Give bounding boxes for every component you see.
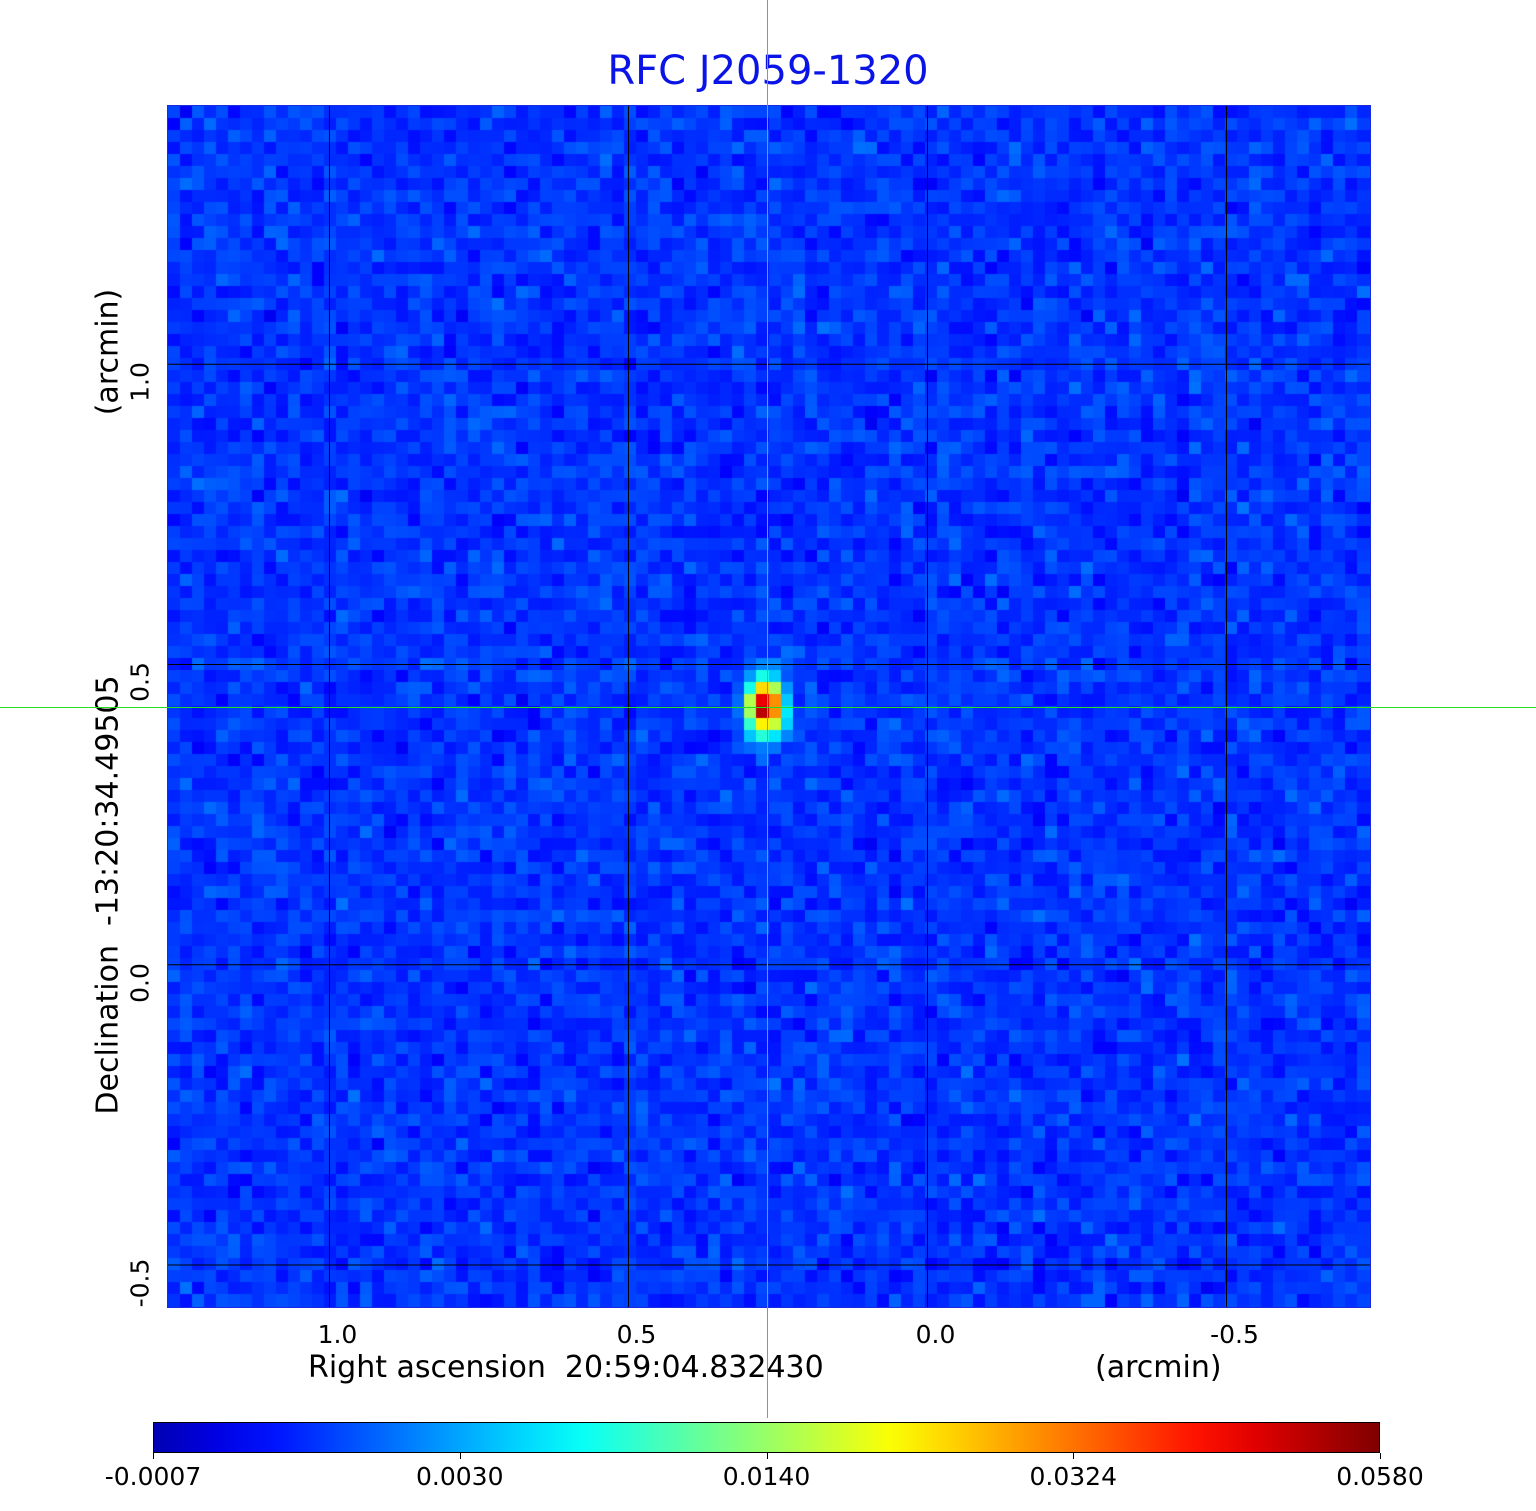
colorbar-tick bbox=[153, 1453, 154, 1459]
chart-title: RFC J2059-1320 bbox=[607, 48, 929, 94]
grid-lines bbox=[168, 106, 1370, 1307]
colorbar-tick bbox=[766, 1453, 768, 1459]
colorbar-tick bbox=[459, 1453, 461, 1459]
y-tick-label: 0.5 bbox=[125, 662, 155, 703]
x-tick-label: 0.5 bbox=[616, 1320, 657, 1349]
colorbar-tick bbox=[1073, 1453, 1075, 1459]
crosshair-vertical bbox=[767, 0, 768, 1418]
x-axis-unit: (arcmin) bbox=[1095, 1350, 1222, 1385]
x-tick-label: 0.0 bbox=[915, 1320, 956, 1349]
y-tick-label: 0.0 bbox=[125, 962, 155, 1003]
y-tick-label: -0.5 bbox=[125, 1258, 155, 1308]
heatmap-image[interactable] bbox=[168, 106, 1370, 1307]
colorbar bbox=[153, 1422, 1380, 1453]
x-axis-label: Right ascension 20:59:04.832430 bbox=[308, 1350, 824, 1385]
x-tick-label: 1.0 bbox=[317, 1320, 358, 1349]
colorbar-tick-label: 0.0140 bbox=[722, 1462, 811, 1491]
colorbar-tick-label: 0.0030 bbox=[416, 1462, 504, 1491]
x-tick-label: -0.5 bbox=[1210, 1320, 1259, 1349]
y-tick-label: 1.0 bbox=[125, 362, 155, 403]
colorbar-tick-label: 0.0580 bbox=[1336, 1462, 1424, 1491]
colorbar-tick-label: 0.0324 bbox=[1029, 1462, 1117, 1491]
crosshair-horizontal bbox=[0, 707, 1536, 708]
colorbar-tick-label: -0.0007 bbox=[104, 1462, 202, 1491]
y-axis-label: Declination -13:20:34.49505 bbox=[90, 675, 126, 1115]
colorbar-tick bbox=[1380, 1453, 1381, 1459]
y-axis-unit: (arcmin) bbox=[90, 288, 126, 416]
